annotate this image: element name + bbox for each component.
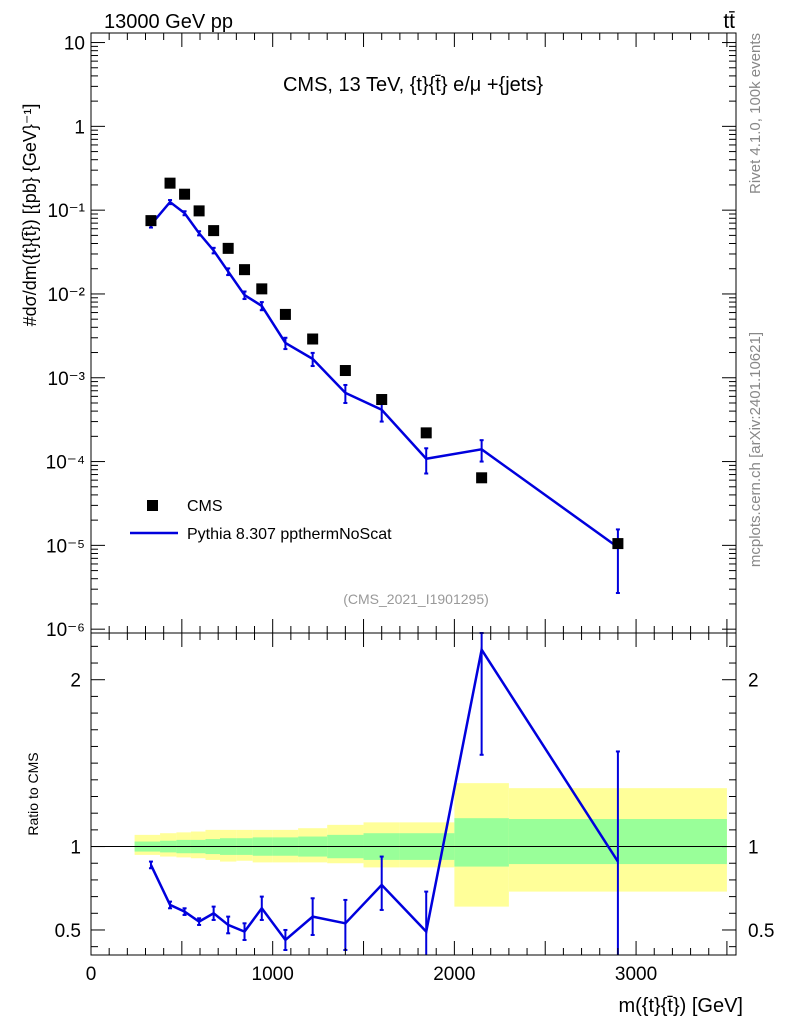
cms-data-point	[612, 538, 624, 550]
cms-data-point	[376, 394, 388, 406]
ratio-y-tick-label-right: 0.5	[748, 921, 774, 942]
legend: CMS Pythia 8.307 ppthermNoScat	[130, 498, 392, 543]
ratio-y-axis-label: Ratio to CMS	[25, 752, 41, 835]
ratio-y-tick-label: 2	[70, 671, 81, 692]
main-panel: 10⁻⁶ 10⁻⁵ 10⁻⁴ 10⁻³ 10⁻² 10⁻¹ 1 10 CMS, 13 TeV,…	[20, 32, 737, 641]
header-left: 13000 GeV pp	[104, 11, 233, 33]
main-frame	[90, 32, 737, 634]
main-y-tick-label: 10⁻⁴	[46, 453, 85, 474]
legend-label-cms: CMS	[187, 498, 223, 515]
ratio-plot-content	[148, 632, 620, 955]
pythia-line	[150, 200, 619, 549]
main-y-axis-label: #dσ/dm({t}{t̄}) [{pb} {GeV}⁻¹]	[20, 104, 40, 327]
ratio-frame	[90, 632, 737, 956]
cms-data-point	[339, 365, 351, 377]
main-y-tick-label: 10⁻³	[48, 369, 86, 390]
ratio-y-tick-label: 0.5	[55, 921, 81, 942]
header-right: tt̄	[723, 10, 735, 33]
x-tick-label: 0	[86, 964, 97, 985]
x-axis-label: m({t}{t̄}) [GeV]	[618, 995, 743, 1017]
main-axes: 10⁻⁶ 10⁻⁵ 10⁻⁴ 10⁻³ 10⁻² 10⁻¹ 1 10	[46, 33, 736, 641]
cms-data-point	[193, 205, 205, 217]
ratio-uncertainty-bands	[91, 783, 736, 907]
mcplots-label: mcplots.cern.ch [arXiv:2401.10621]	[747, 332, 764, 567]
cms-data-point	[208, 225, 220, 237]
main-y-tick-label: 10	[64, 34, 85, 55]
ratio-axes: 0.5 0.5 1 1 2 2 0 1000 2000 3000	[55, 633, 774, 985]
cms-data-point	[307, 333, 319, 345]
legend-label-pythia: Pythia 8.307 ppthermNoScat	[187, 526, 392, 543]
ratio-y-tick-label: 1	[70, 838, 81, 859]
cms-data-point	[164, 177, 176, 189]
main-plot-content	[145, 177, 624, 595]
cms-data-point	[420, 427, 432, 439]
ratio-y-tick-label-right: 1	[748, 838, 759, 859]
cms-data-point	[222, 242, 234, 254]
main-y-tick-label: 10⁻²	[48, 285, 86, 306]
legend-marker-cms	[147, 500, 158, 511]
x-tick-label: 3000	[615, 964, 657, 985]
ratio-inner-band	[454, 818, 509, 867]
main-y-tick-label: 10⁻⁵	[46, 536, 85, 557]
cms-data-point	[476, 472, 488, 484]
ratio-y-tick-label-right: 2	[748, 671, 759, 692]
x-tick-label: 2000	[433, 964, 475, 985]
main-y-tick-label: 10⁻¹	[48, 201, 86, 222]
cms-data-point	[279, 308, 291, 320]
ratio-panel: 0.5 0.5 1 1 2 2 0 1000 2000 3000 Ratio to CMS m({…	[25, 632, 774, 1017]
analysis-watermark: (CMS_2021_I1901295)	[343, 591, 489, 607]
main-y-tick-label: 10⁻⁶	[46, 620, 85, 641]
cms-data-point	[145, 215, 157, 227]
x-tick-label: 1000	[252, 964, 294, 985]
chart-title: CMS, 13 TeV, {t}{t̄} e/μ +{jets}	[283, 74, 543, 96]
main-y-tick-label: 1	[74, 117, 85, 138]
cms-data-point	[239, 264, 251, 276]
cms-data-point	[256, 283, 268, 295]
rivet-label: Rivet 4.1.0, 100k events	[747, 33, 764, 194]
cms-data-point	[179, 188, 191, 200]
